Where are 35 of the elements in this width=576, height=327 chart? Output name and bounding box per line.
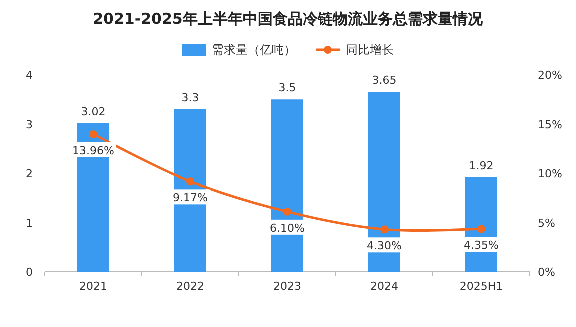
bar bbox=[272, 100, 304, 272]
y-tick-label: 3 bbox=[26, 118, 33, 132]
y2-tick-label: 15% bbox=[538, 118, 562, 132]
y-tick-label: 0 bbox=[26, 266, 33, 279]
data-label: 9.17% bbox=[173, 192, 208, 205]
x-tick-label: 2022 bbox=[176, 280, 204, 293]
x-tick-label: 2021 bbox=[80, 280, 108, 293]
chart-title: 2021-2025年上半年中国食品冷链物流业务总需求量情况 bbox=[93, 10, 484, 28]
x-tick-label: 2024 bbox=[370, 280, 398, 293]
point bbox=[186, 178, 194, 186]
point bbox=[478, 225, 486, 234]
legend-label: 同比增长 bbox=[346, 43, 394, 57]
x-tick-label: 2025H1 bbox=[460, 280, 504, 293]
data-label: 3.02 bbox=[81, 105, 106, 118]
point bbox=[284, 208, 292, 216]
data-label: 4.35% bbox=[464, 239, 499, 252]
data-label: 4.30% bbox=[367, 240, 402, 253]
point bbox=[90, 130, 98, 138]
data-label: 13.96% bbox=[72, 144, 114, 158]
legend-label: 需求量（亿吨） bbox=[212, 43, 296, 57]
y2-tick-label: 5% bbox=[538, 216, 556, 230]
y2-tick-label: 20% bbox=[538, 69, 562, 82]
y2-tick-label: 10% bbox=[538, 168, 562, 180]
data-label: 1.92 bbox=[469, 159, 494, 172]
data-label: 3.65 bbox=[372, 74, 397, 88]
bar bbox=[174, 109, 206, 272]
y2-tick-label: 0% bbox=[538, 266, 556, 279]
data-label: 3.3 bbox=[182, 91, 200, 104]
y-tick-label: 2 bbox=[26, 168, 33, 180]
y-tick-label: 4 bbox=[26, 69, 33, 82]
data-label: 3.5 bbox=[278, 82, 296, 95]
x-tick-label: 2023 bbox=[274, 280, 302, 293]
y-tick-label: 1 bbox=[26, 216, 33, 230]
data-label: 6.10% bbox=[270, 222, 305, 235]
point bbox=[380, 226, 388, 234]
